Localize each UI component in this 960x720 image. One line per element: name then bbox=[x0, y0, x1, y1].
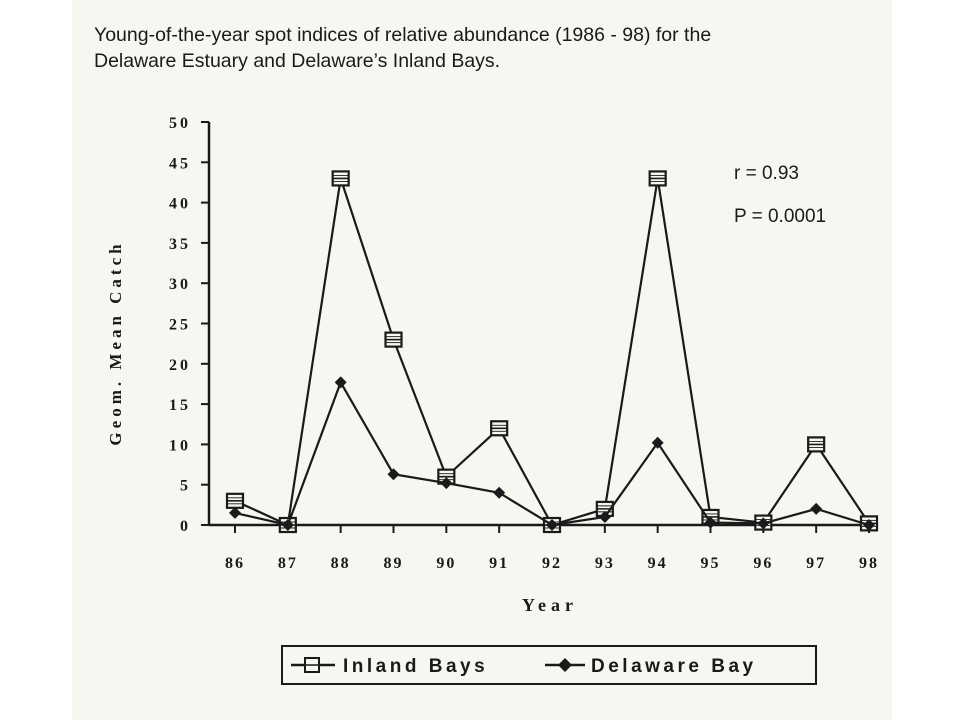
x-tick-label: 97 bbox=[806, 555, 826, 572]
data-point-delaware-bay bbox=[493, 486, 506, 499]
p-value-text: P = 0.0001 bbox=[734, 206, 826, 227]
legend-item-inland-bays: Inland Bays bbox=[291, 656, 488, 677]
y-tick-label: 45 bbox=[169, 155, 191, 172]
y-tick-label: 30 bbox=[169, 276, 191, 293]
data-point-delaware-bay bbox=[598, 510, 611, 523]
data-point-inland-bays bbox=[648, 170, 667, 187]
data-point-delaware-bay bbox=[387, 468, 400, 481]
title-line-2: Delaware Estuary and Delaware’s Inland B… bbox=[94, 50, 501, 72]
data-point-inland-bays bbox=[225, 492, 245, 509]
data-point-delaware-bay bbox=[704, 516, 717, 529]
chart-series bbox=[225, 170, 879, 534]
x-tick-label: 88 bbox=[331, 555, 351, 572]
chart-axes: 0 5 10 15 20 25 30 35 40 45 50 86 87 88 89 90 91 92 93 94 95… bbox=[169, 115, 879, 572]
title-line-1: Young-of-the-year spot indices of relati… bbox=[94, 24, 712, 46]
y-tick-label: 50 bbox=[169, 115, 191, 132]
y-tick-label: 15 bbox=[169, 397, 191, 414]
data-point-inland-bays bbox=[331, 170, 350, 187]
series-line-inland-bays bbox=[234, 178, 870, 527]
data-point-delaware-bay bbox=[863, 519, 875, 531]
data-point-delaware-bay bbox=[440, 477, 453, 490]
y-tick-label: 20 bbox=[169, 357, 191, 374]
x-tick-label: 90 bbox=[436, 555, 456, 572]
legend-marker-square-icon bbox=[304, 657, 320, 673]
legend-label-delaware-bay: Delaware Bay bbox=[591, 656, 757, 677]
x-tick-label: 95 bbox=[701, 555, 721, 572]
y-tick-label: 25 bbox=[169, 317, 191, 334]
x-tick-label: 98 bbox=[859, 555, 879, 572]
figure-title: Young-of-the-year spot indices of relati… bbox=[94, 22, 914, 74]
x-tick-label: 86 bbox=[225, 555, 245, 572]
y-tick-label: 10 bbox=[169, 437, 191, 454]
y-tick-label: 0 bbox=[180, 518, 191, 535]
data-point-delaware-bay bbox=[810, 502, 823, 515]
legend-content: Inland Bays Delaware Bay bbox=[291, 656, 757, 677]
x-tick-label: 87 bbox=[278, 555, 298, 572]
chart-legend: Inland Bays Delaware Bay bbox=[281, 645, 817, 685]
data-point-inland-bays bbox=[384, 331, 403, 348]
series-delaware-bay bbox=[229, 376, 875, 531]
legend-item-delaware-bay: Delaware Bay bbox=[545, 656, 757, 677]
data-point-delaware-bay bbox=[757, 517, 770, 530]
y-tick-label: 40 bbox=[169, 196, 191, 213]
x-tick-label: 89 bbox=[384, 555, 404, 572]
correlation-r-text: r = 0.93 bbox=[734, 163, 799, 184]
series-line-delaware-bay bbox=[234, 379, 870, 527]
legend-label-inland-bays: Inland Bays bbox=[343, 656, 488, 677]
data-point-delaware-bay bbox=[229, 506, 241, 519]
data-point-inland-bays bbox=[807, 436, 826, 453]
data-point-delaware-bay bbox=[334, 376, 347, 389]
y-tick-label: 5 bbox=[180, 478, 191, 495]
x-tick-label: 92 bbox=[542, 555, 562, 572]
data-point-delaware-bay bbox=[281, 519, 294, 531]
data-point-delaware-bay bbox=[546, 519, 558, 531]
y-tick-label: 35 bbox=[169, 236, 191, 253]
data-point-inland-bays bbox=[490, 420, 509, 437]
y-axis-label: Geom. Mean Catch bbox=[106, 240, 125, 445]
legend-marker-diamond-icon bbox=[558, 658, 572, 672]
x-tick-label: 91 bbox=[489, 555, 509, 572]
x-tick-label: 94 bbox=[648, 555, 668, 572]
data-point-delaware-bay bbox=[651, 436, 664, 449]
x-axis-label: Year bbox=[522, 595, 578, 615]
x-tick-label: 93 bbox=[595, 555, 615, 572]
x-tick-label: 96 bbox=[753, 555, 773, 572]
